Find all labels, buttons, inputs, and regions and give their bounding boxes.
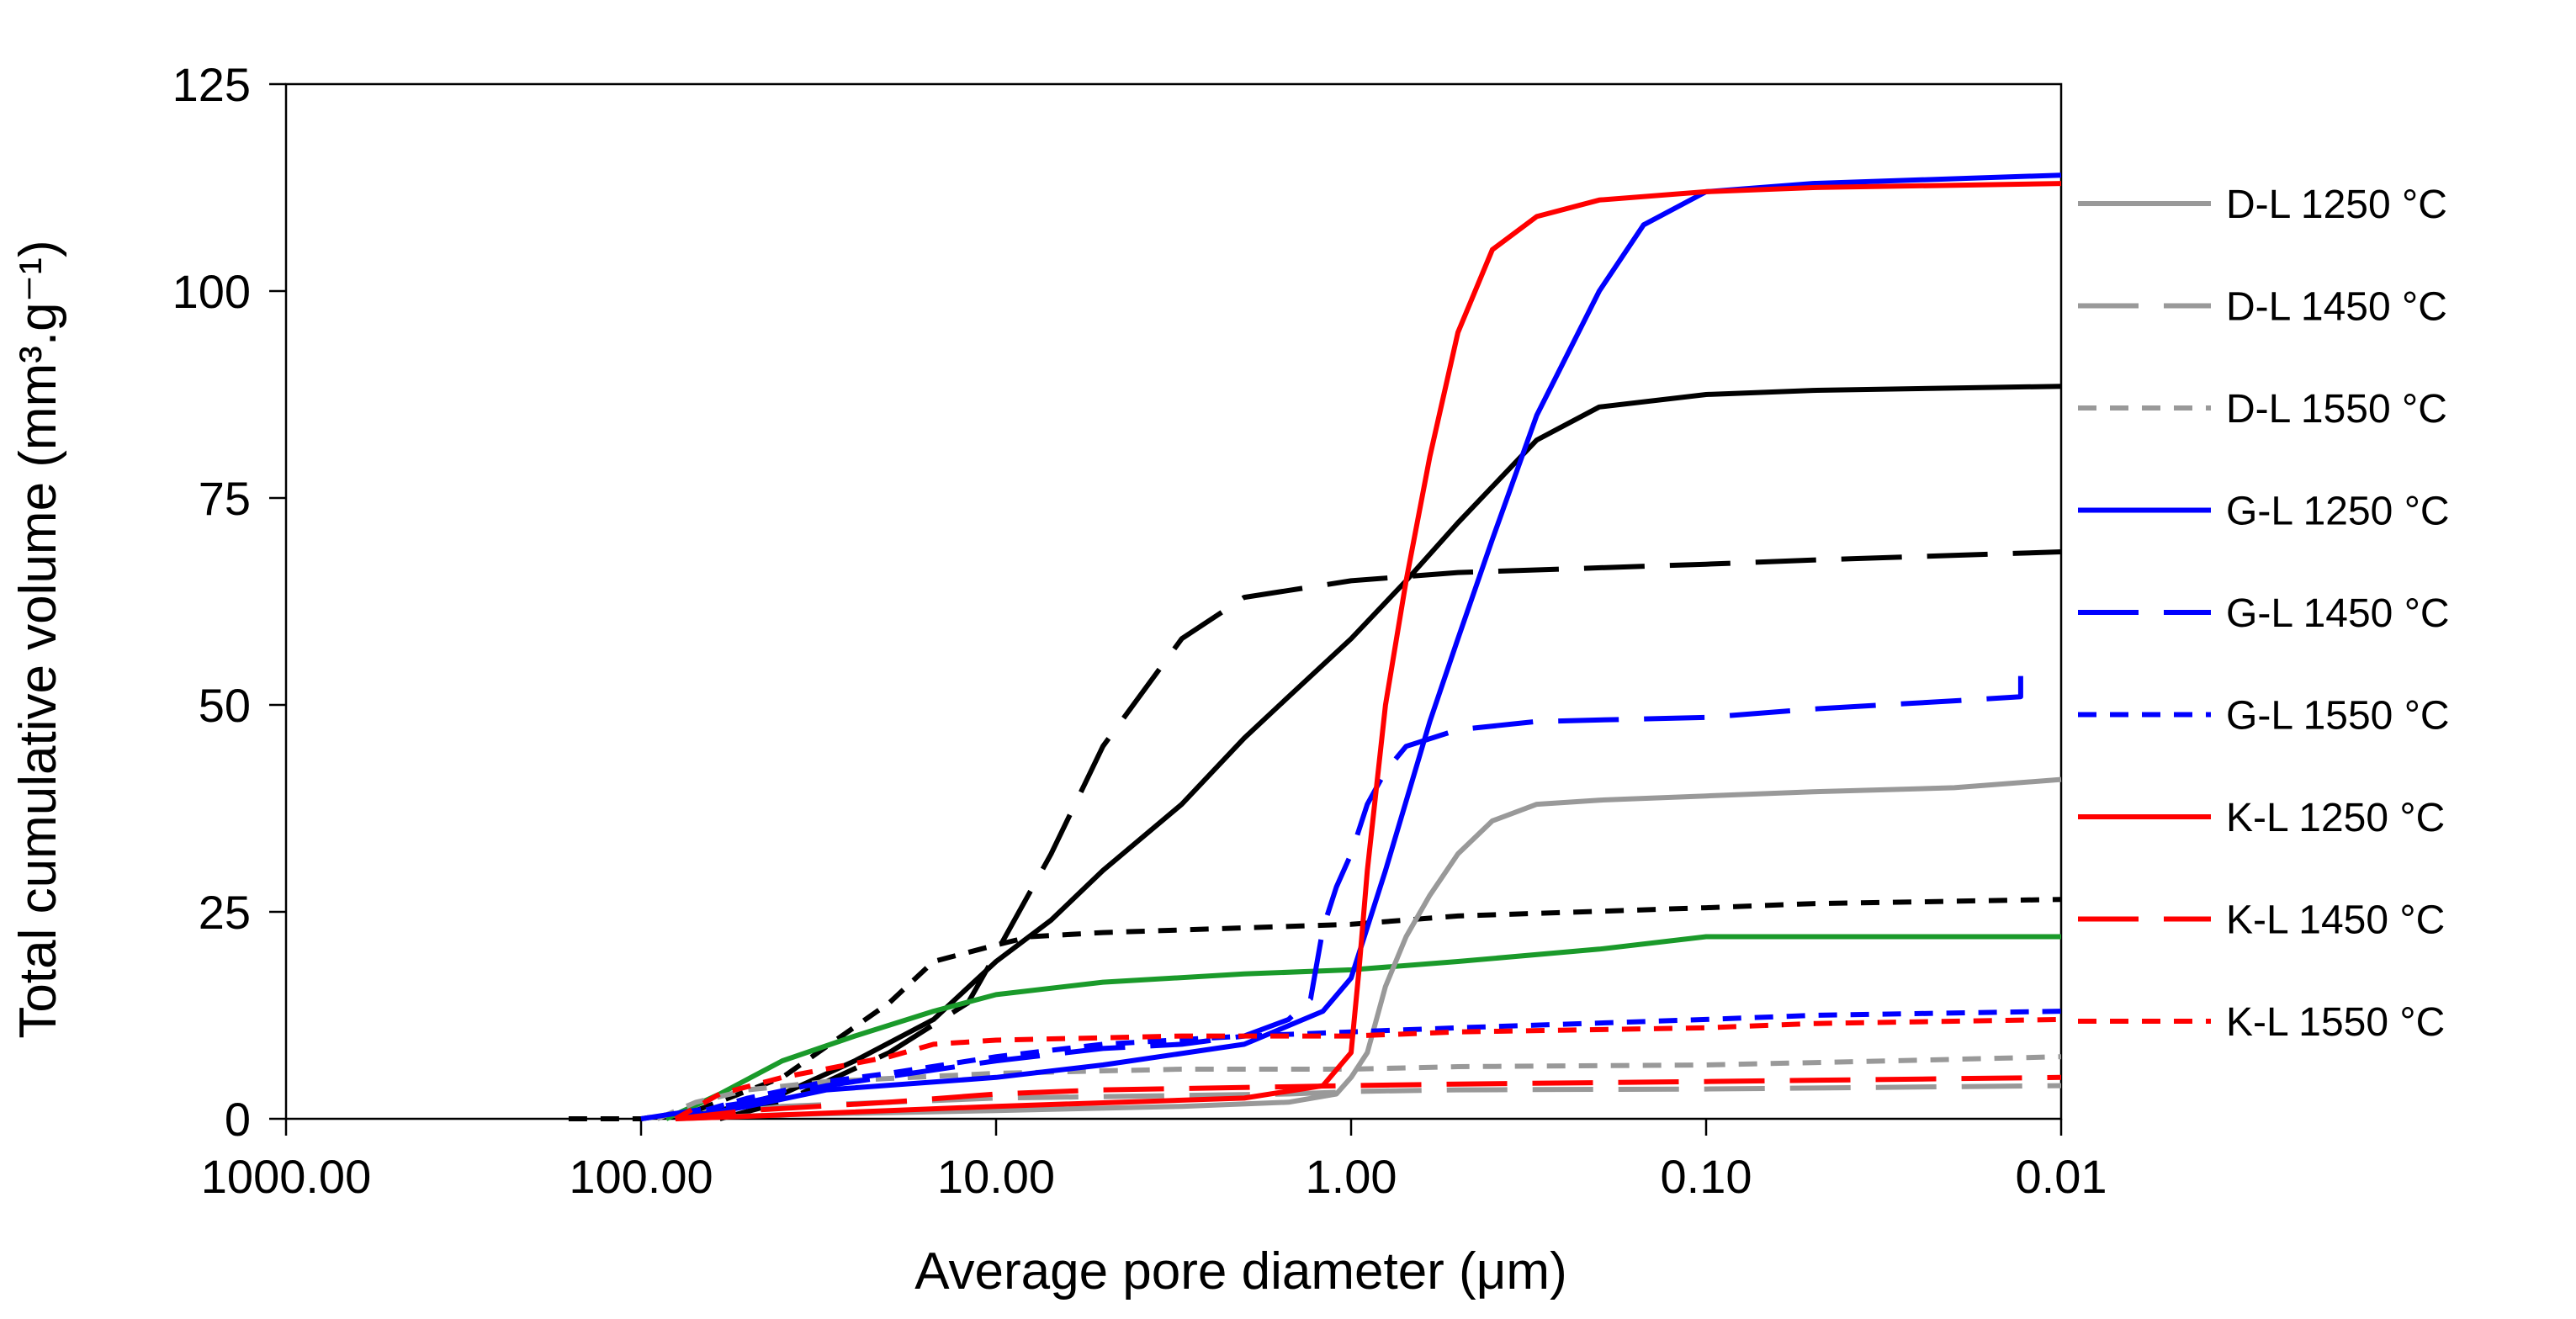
series-line-k-l-1450 [675,1074,2062,1121]
series-line-g-l-1550 [675,1009,2062,1121]
y-tick-label: 50 [199,679,251,732]
plot-border [284,82,2063,1120]
x-tick-label: 0.10 [1661,1150,1752,1203]
x-tick-label: 1000.00 [201,1150,371,1203]
legend-label: D-L 1250 °C [2226,183,2447,227]
y-axis-title: Total cumulative volume (mm³.g⁻¹) [9,240,67,1038]
legend-label: D-L 1450 °C [2226,285,2447,330]
y-tick-label: 125 [172,58,251,111]
legend-label: K-L 1450 °C [2226,898,2445,943]
y-tick-label: 25 [199,886,251,939]
plot-area [284,82,2063,1120]
series-line-k-l-1250 [675,181,2062,1121]
legend-label: G-L 1550 °C [2226,694,2450,739]
x-tick-label: 0.01 [2016,1150,2107,1203]
x-tick-label: 1.00 [1306,1150,1397,1203]
x-axis-title: Average pore diameter (μm) [914,1242,1566,1300]
series-line-d-l-1550 [656,1054,2062,1121]
series-line-g-l-1450 [640,675,2023,1121]
y-tick-label: 75 [199,472,251,525]
x-tick-label: 10.00 [937,1150,1055,1203]
series-line-g-l-1250 [675,172,2062,1121]
legend-label: D-L 1550 °C [2226,387,2447,432]
legend: D-L 1250 °C D-L 1450 °C D-L 1550 °C G-L 125… [2078,183,2450,1045]
y-tick-label: 100 [172,265,251,318]
series-line-k-l-1550 [674,1016,2062,1121]
legend-label: K-L 1550 °C [2226,1000,2445,1045]
legend-label: K-L 1250 °C [2226,796,2445,840]
x-tick-label: 100.00 [569,1150,713,1203]
series-line-unlabeled-12 [665,934,2061,1121]
x-axis: 1000.00 100.00 10.00 1.00 0.10 0.01 [201,1119,2107,1203]
legend-label: G-L 1450 °C [2226,591,2450,636]
series-lines [568,172,2062,1121]
y-axis: 0 25 50 75 100 125 [172,58,286,1146]
series-line-d-l-1250 [675,776,2062,1121]
series-line-unlabeled-10 [718,549,2062,1121]
series-line-unlabeled-9 [675,384,2062,1121]
y-tick-label: 0 [225,1093,251,1146]
legend-label: G-L 1250 °C [2226,490,2450,534]
series-line-unlabeled-11 [568,897,2062,1121]
